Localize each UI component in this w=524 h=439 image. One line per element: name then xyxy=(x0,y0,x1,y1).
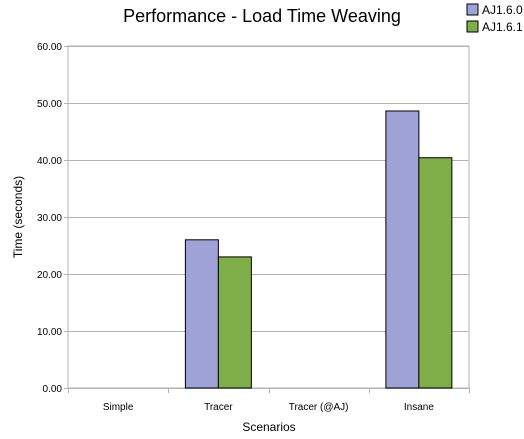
x-tick-label: Insane xyxy=(404,402,434,413)
chart-title: Performance - Load Time Weaving xyxy=(123,6,401,26)
legend-swatch-aj161 xyxy=(466,20,479,33)
legend-label-aj160: AJ1.6.0 xyxy=(482,3,523,17)
y-tick-label: 10.00 xyxy=(37,327,62,338)
legend: AJ1.6.0 AJ1.6.1 xyxy=(466,3,523,34)
x-axis-label: Scenarios xyxy=(242,420,295,434)
y-tick-label: 40.00 xyxy=(37,156,62,167)
legend-swatch-aj160 xyxy=(466,3,479,16)
plot-area: 0.00 10.00 20.00 30.00 40.00 50.00 60.00 Simple… xyxy=(37,42,470,413)
y-tick-label: 60.00 xyxy=(37,42,62,53)
y-tick-label: 0.00 xyxy=(43,384,63,395)
legend-label-aj161: AJ1.6.1 xyxy=(482,20,523,34)
bar-aj161 xyxy=(217,256,252,389)
x-tick-label: Simple xyxy=(103,402,134,413)
bar-aj161 xyxy=(418,157,453,389)
x-tick-label: Tracer xyxy=(204,402,233,413)
bar-aj160 xyxy=(184,239,219,389)
y-tick-label: 50.00 xyxy=(37,99,62,110)
y-axis-label: Time (seconds) xyxy=(11,176,25,258)
y-tick-label: 20.00 xyxy=(37,270,62,281)
bar-aj160 xyxy=(385,110,420,389)
y-tick-label: 30.00 xyxy=(37,213,62,224)
x-tick-label: Tracer (@AJ) xyxy=(289,402,349,413)
